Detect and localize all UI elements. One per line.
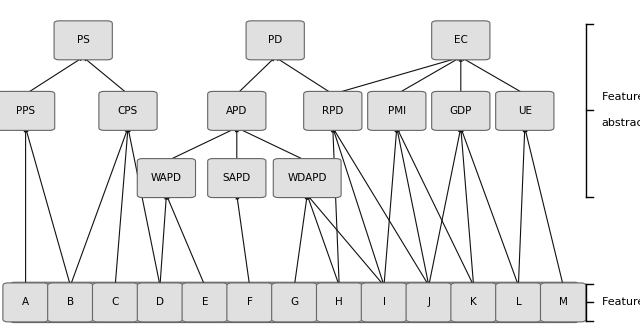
Text: G: G (291, 297, 298, 307)
Text: F: F (246, 297, 253, 307)
Text: APD: APD (226, 106, 248, 116)
Text: PD: PD (268, 35, 282, 45)
Text: H: H (335, 297, 343, 307)
Text: SAPD: SAPD (223, 173, 251, 183)
Text: GDP: GDP (450, 106, 472, 116)
FancyBboxPatch shape (432, 91, 490, 130)
Text: L: L (516, 297, 521, 307)
Text: EC: EC (454, 35, 468, 45)
Text: D: D (156, 297, 164, 307)
FancyBboxPatch shape (246, 21, 305, 60)
Text: PPS: PPS (16, 106, 35, 116)
FancyBboxPatch shape (273, 159, 341, 198)
Text: Feature vector: Feature vector (602, 297, 640, 307)
FancyBboxPatch shape (92, 283, 138, 322)
FancyBboxPatch shape (182, 283, 228, 322)
Text: C: C (111, 297, 119, 307)
FancyBboxPatch shape (495, 91, 554, 130)
FancyBboxPatch shape (496, 283, 541, 322)
FancyBboxPatch shape (54, 21, 113, 60)
FancyBboxPatch shape (272, 283, 317, 322)
FancyBboxPatch shape (207, 91, 266, 130)
FancyBboxPatch shape (367, 91, 426, 130)
Text: CPS: CPS (118, 106, 138, 116)
FancyBboxPatch shape (227, 283, 273, 322)
FancyBboxPatch shape (0, 91, 55, 130)
FancyBboxPatch shape (540, 283, 586, 322)
Text: E: E (202, 297, 208, 307)
Text: abstractions: abstractions (602, 119, 640, 128)
Text: K: K (470, 297, 477, 307)
Text: PMI: PMI (388, 106, 406, 116)
FancyBboxPatch shape (11, 282, 578, 323)
FancyBboxPatch shape (361, 283, 407, 322)
FancyBboxPatch shape (3, 283, 49, 322)
FancyBboxPatch shape (138, 283, 183, 322)
Text: PS: PS (77, 35, 90, 45)
Text: B: B (67, 297, 74, 307)
Text: Feature concept: Feature concept (602, 92, 640, 101)
Text: A: A (22, 297, 29, 307)
Text: WAPD: WAPD (151, 173, 182, 183)
Text: WDAPD: WDAPD (287, 173, 327, 183)
FancyBboxPatch shape (48, 283, 93, 322)
Text: I: I (383, 297, 385, 307)
FancyBboxPatch shape (138, 159, 196, 198)
Text: UE: UE (518, 106, 532, 116)
FancyBboxPatch shape (304, 91, 362, 130)
Text: J: J (428, 297, 430, 307)
FancyBboxPatch shape (432, 21, 490, 60)
FancyBboxPatch shape (317, 283, 362, 322)
FancyBboxPatch shape (99, 91, 157, 130)
Text: RPD: RPD (322, 106, 344, 116)
FancyBboxPatch shape (406, 283, 452, 322)
FancyBboxPatch shape (451, 283, 497, 322)
FancyBboxPatch shape (207, 159, 266, 198)
Text: M: M (559, 297, 568, 307)
